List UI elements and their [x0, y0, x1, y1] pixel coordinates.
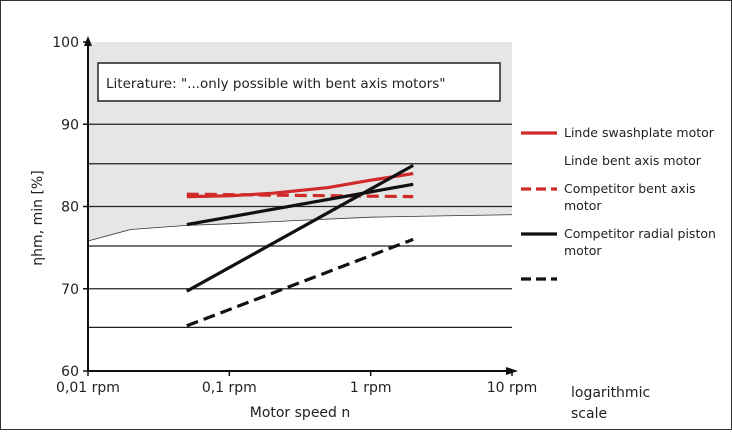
y-axis-arrow — [84, 36, 92, 46]
series-line-5 — [186, 237, 414, 328]
x-tick-label: 0,1 rpm — [202, 380, 257, 396]
y-tick-label: 100 — [52, 35, 79, 51]
x-tick-label: 1 rpm — [350, 380, 392, 396]
series-line-2 — [186, 192, 414, 199]
legend-label: motor — [564, 243, 602, 258]
shaded-region-boundary — [87, 214, 513, 242]
x-axis-label: Motor speed n — [250, 405, 351, 421]
y-tick-label: 70 — [61, 282, 79, 298]
y-tick-label: 60 — [61, 364, 79, 380]
series-line-4 — [186, 164, 414, 293]
legend-label: Linde swashplate motor — [564, 125, 715, 140]
annotation-text: Literature: "...only possible with bent … — [106, 76, 445, 92]
x-scale-note-line1: logarithmic — [571, 385, 650, 401]
legend-label: Competitor radial piston — [564, 226, 716, 241]
series-line-3 — [186, 182, 414, 227]
annotation-box — [97, 62, 501, 102]
y-tick-label: 90 — [61, 117, 79, 133]
y-tick-label: 80 — [61, 200, 79, 216]
legend-label: Linde bent axis motor — [564, 153, 702, 168]
y-axis-label: ηhm, min [%] — [30, 170, 46, 265]
x-tick-label: 10 rpm — [487, 380, 538, 396]
legend-label: motor — [564, 198, 602, 213]
x-tick-label: 0,01 rpm — [56, 380, 120, 396]
legend-label: Competitor bent axis — [564, 181, 696, 196]
series-line-0 — [186, 172, 414, 199]
x-scale-note-line2: scale — [571, 406, 607, 422]
